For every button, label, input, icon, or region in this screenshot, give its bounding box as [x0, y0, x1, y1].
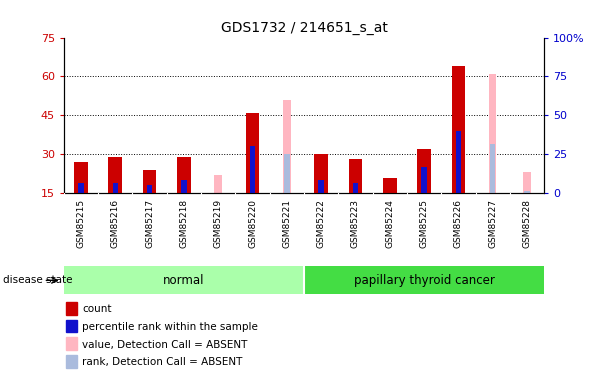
Text: GSM85216: GSM85216 — [111, 199, 120, 248]
Bar — [304, 266, 544, 294]
Bar — [523, 172, 531, 193]
Bar — [283, 100, 291, 193]
Bar — [455, 131, 461, 193]
Text: value, Detection Call = ABSENT: value, Detection Call = ABSENT — [82, 339, 247, 350]
Bar — [284, 154, 289, 193]
Bar — [143, 170, 156, 193]
Bar — [524, 190, 530, 193]
Bar — [319, 180, 324, 193]
Bar — [66, 320, 77, 332]
Bar — [112, 183, 118, 193]
Text: GSM85225: GSM85225 — [420, 199, 429, 248]
Text: GSM85221: GSM85221 — [282, 199, 291, 248]
Text: papillary thyroid cancer: papillary thyroid cancer — [354, 274, 494, 287]
Bar — [452, 66, 465, 193]
Bar — [421, 167, 427, 193]
Bar — [66, 302, 77, 315]
Title: GDS1732 / 214651_s_at: GDS1732 / 214651_s_at — [221, 21, 387, 35]
Bar — [314, 154, 328, 193]
Text: percentile rank within the sample: percentile rank within the sample — [82, 322, 258, 332]
Bar — [353, 183, 358, 193]
Text: normal: normal — [163, 274, 205, 287]
Text: GSM85223: GSM85223 — [351, 199, 360, 248]
Text: rank, Detection Call = ABSENT: rank, Detection Call = ABSENT — [82, 357, 243, 368]
Text: count: count — [82, 304, 112, 314]
Bar — [177, 157, 191, 193]
Bar — [64, 266, 304, 294]
Bar — [246, 113, 260, 193]
Bar — [78, 183, 84, 193]
Bar — [490, 144, 496, 193]
Bar — [181, 180, 187, 193]
Text: GSM85219: GSM85219 — [214, 199, 223, 248]
Text: GSM85227: GSM85227 — [488, 199, 497, 248]
Bar — [348, 159, 362, 193]
Text: GSM85228: GSM85228 — [522, 199, 531, 248]
Text: GSM85224: GSM85224 — [385, 199, 394, 248]
Bar — [417, 149, 431, 193]
Bar — [66, 338, 77, 350]
Text: GSM85220: GSM85220 — [248, 199, 257, 248]
Bar — [66, 355, 77, 368]
Text: GSM85218: GSM85218 — [179, 199, 188, 248]
Text: GSM85215: GSM85215 — [77, 199, 86, 248]
Bar — [383, 178, 396, 193]
Text: GSM85222: GSM85222 — [317, 199, 326, 248]
Text: GSM85226: GSM85226 — [454, 199, 463, 248]
Bar — [108, 157, 122, 193]
Text: disease state: disease state — [3, 275, 72, 285]
Text: GSM85217: GSM85217 — [145, 199, 154, 248]
Bar — [147, 185, 153, 193]
Bar — [215, 175, 222, 193]
Bar — [74, 162, 88, 193]
Bar — [250, 147, 255, 193]
Bar — [489, 74, 497, 193]
